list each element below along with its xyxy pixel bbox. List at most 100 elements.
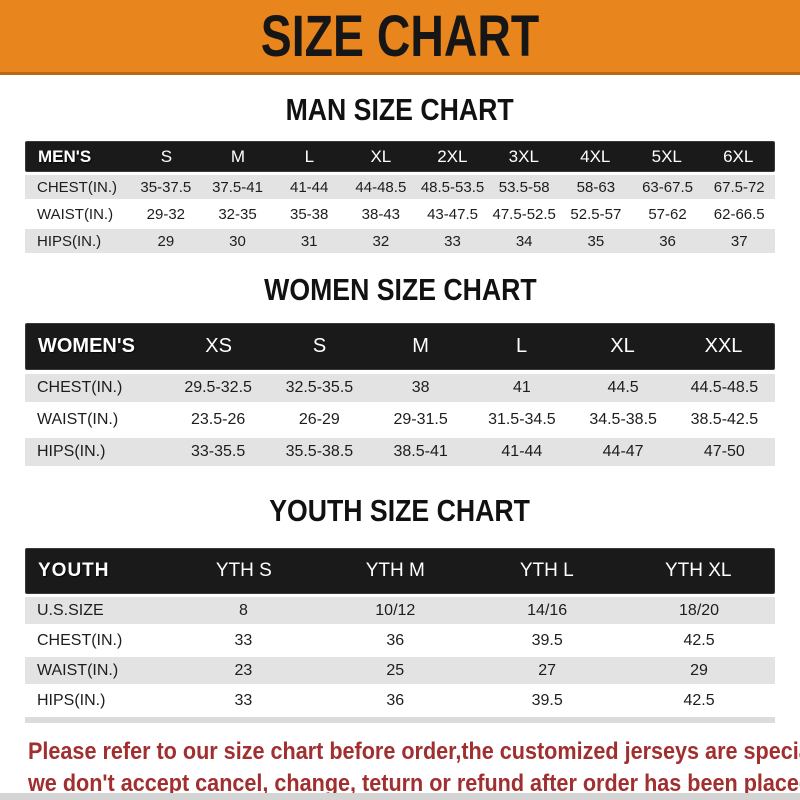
table-row: WAIST(IN.) 23.5-26 26-29 29-31.5 31.5-34.5 34… <box>25 406 775 434</box>
man-section-heading: MAN SIZE CHART <box>285 92 515 127</box>
youth-size-table: YOUTH YTH S YTH M YTH L YTH XL U.S.SIZE 8 10/12… <box>25 548 775 723</box>
size-column-header: S <box>160 146 173 166</box>
size-value-cell: 31 <box>300 232 318 250</box>
size-value-cell: 38.5-42.5 <box>690 411 759 428</box>
disclaimer-line-2: we don't accept cancel, change, teturn o… <box>28 770 800 797</box>
size-value-cell: 53.5-58 <box>498 178 550 196</box>
size-value-cell: 29 <box>157 232 175 250</box>
size-value-cell: 34.5-38.5 <box>589 411 657 428</box>
table-row: HIPS(IN.) 29 30 31 32 33 34 35 36 37 <box>25 229 775 253</box>
row-label: HIPS(IN.) <box>37 232 102 250</box>
size-value-cell: 52.5-57 <box>570 205 622 223</box>
size-value-cell: 14/16 <box>527 601 568 619</box>
size-value-cell: 26-29 <box>298 411 340 428</box>
size-value-cell: 23.5-26 <box>190 411 246 428</box>
size-value-cell: 43-47.5 <box>427 205 478 223</box>
size-value-cell: 29 <box>690 661 708 679</box>
size-value-cell: 32.5-35.5 <box>285 379 354 396</box>
size-value-cell: 57-62 <box>648 205 687 223</box>
size-column-header: 4XL <box>580 146 611 166</box>
size-value-cell: 33 <box>444 232 461 250</box>
size-value-cell: 44-47 <box>602 443 644 460</box>
table-row: CHEST(IN.) 35-37.5 37.5-41 41-44 44-48.5 48.5… <box>25 175 775 199</box>
size-value-cell: 30 <box>229 232 246 250</box>
order-disclaimer: Please refer to our size chart before or… <box>28 736 800 800</box>
size-column-header: YTH S <box>215 560 272 581</box>
table-header-label: MEN'S <box>38 146 92 166</box>
row-label: CHEST(IN.) <box>37 379 123 396</box>
size-value-cell: 39.5 <box>531 631 563 649</box>
size-value-cell: 36 <box>659 232 676 250</box>
table-header-row: MEN'S S M L XL 2XL 3XL 4XL 5XL 6XL <box>25 141 775 172</box>
size-column-header: 3XL <box>508 146 539 166</box>
women-section-heading: WOMEN SIZE CHART <box>263 272 537 307</box>
size-column-header: 5XL <box>651 146 682 166</box>
size-value-cell: 63-67.5 <box>642 178 693 196</box>
size-column-header: XXL <box>704 335 743 357</box>
row-label: HIPS(IN.) <box>37 691 106 709</box>
size-column-header: S <box>312 335 327 357</box>
size-value-cell: 38-43 <box>361 205 401 223</box>
table-row: U.S.SIZE 8 10/12 14/16 18/20 <box>25 597 775 624</box>
size-value-cell: 35 <box>587 232 605 250</box>
size-value-cell: 32-35 <box>218 205 257 223</box>
size-value-cell: 37.5-41 <box>212 178 263 196</box>
size-value-cell: 38.5-41 <box>393 443 448 460</box>
table-header-row: WOMEN'S XS S M L XL XXL <box>25 323 775 370</box>
size-value-cell: 35-37.5 <box>140 178 192 196</box>
size-value-cell: 37 <box>730 232 748 250</box>
row-label: HIPS(IN.) <box>37 443 106 460</box>
size-column-header: L <box>304 146 315 166</box>
size-value-cell: 10/12 <box>375 601 416 619</box>
size-value-cell: 67.5-72 <box>713 178 765 196</box>
size-value-cell: 25 <box>386 661 405 679</box>
size-value-cell: 18/20 <box>679 601 720 619</box>
table-header-label: YOUTH <box>38 560 110 581</box>
size-value-cell: 58-63 <box>576 178 616 196</box>
row-label: WAIST(IN.) <box>37 411 119 428</box>
size-value-cell: 32 <box>372 232 390 250</box>
size-value-cell: 33 <box>234 631 253 649</box>
row-label: U.S.SIZE <box>37 601 104 619</box>
size-chart-banner: SIZE CHART <box>0 0 800 75</box>
size-column-header: XL <box>610 335 635 357</box>
size-value-cell: 27 <box>538 661 557 679</box>
size-column-header: M <box>412 335 429 357</box>
size-value-cell: 36 <box>386 691 405 709</box>
size-value-cell: 31.5-34.5 <box>488 411 556 428</box>
bottom-edge-strip <box>0 793 800 800</box>
table-header-label: WOMEN'S <box>38 335 135 357</box>
size-value-cell: 47.5-52.5 <box>492 205 556 223</box>
size-value-cell: 62-66.5 <box>713 205 765 223</box>
table-row: CHEST(IN.) 33 36 39.5 42.5 <box>25 627 775 654</box>
size-value-cell: 35-38 <box>289 205 329 223</box>
row-label: CHEST(IN.) <box>37 631 123 649</box>
table-row: CHEST(IN.) 29.5-32.5 32.5-35.5 38 41 44.5 44.5… <box>25 374 775 402</box>
row-label: WAIST(IN.) <box>37 205 114 223</box>
size-value-cell: 35.5-38.5 <box>285 443 354 460</box>
size-column-header: XL <box>370 146 392 166</box>
size-value-cell: 48.5-53.5 <box>420 178 485 196</box>
size-value-cell: 39.5 <box>531 691 563 709</box>
table-row: WAIST(IN.) 23 25 27 29 <box>25 657 775 684</box>
size-value-cell: 23 <box>234 661 253 679</box>
size-value-cell: 41-44 <box>289 178 329 196</box>
table-row: WAIST(IN.) 29-32 32-35 35-38 38-43 43-47.5 47.… <box>25 202 775 226</box>
size-value-cell: 42.5 <box>683 631 715 649</box>
disclaimer-line-1: Please refer to our size chart before or… <box>28 738 800 765</box>
size-column-header: L <box>515 335 528 357</box>
size-column-header: YTH L <box>519 560 574 581</box>
size-column-header: 6XL <box>723 146 754 166</box>
size-value-cell: 29-32 <box>146 205 186 223</box>
size-column-header: XS <box>205 335 232 357</box>
size-value-cell: 8 <box>238 601 248 619</box>
size-value-cell: 29.5-32.5 <box>184 379 252 396</box>
size-value-cell: 34 <box>515 232 533 250</box>
size-column-header: YTH M <box>365 560 425 581</box>
table-bottom-strip <box>25 717 775 723</box>
size-value-cell: 44.5 <box>607 379 639 396</box>
size-column-header: 2XL <box>437 146 468 166</box>
size-value-cell: 41 <box>512 379 531 396</box>
banner-title: SIZE CHART <box>260 3 540 69</box>
size-value-cell: 33-35.5 <box>190 443 246 460</box>
